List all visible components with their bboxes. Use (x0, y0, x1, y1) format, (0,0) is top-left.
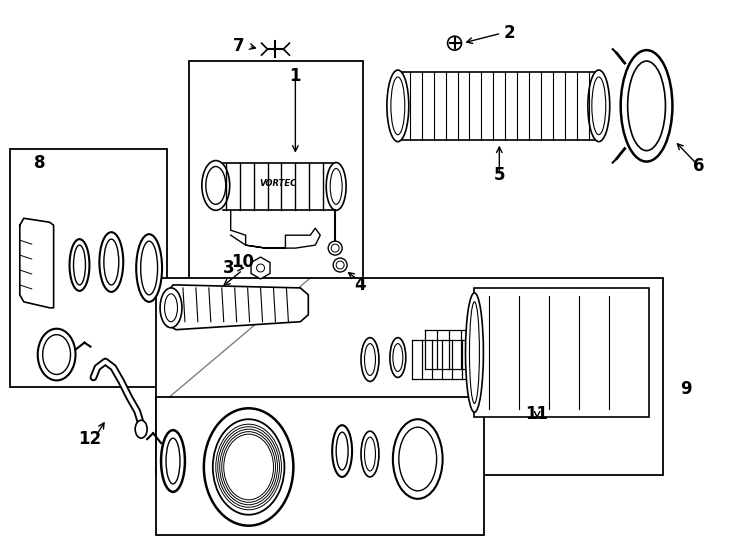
Ellipse shape (331, 244, 339, 252)
Ellipse shape (465, 293, 484, 412)
Ellipse shape (166, 438, 180, 484)
Ellipse shape (161, 430, 185, 492)
Ellipse shape (333, 258, 347, 272)
Ellipse shape (103, 239, 119, 285)
Ellipse shape (588, 70, 610, 141)
Ellipse shape (365, 437, 376, 471)
Text: 7: 7 (233, 37, 244, 55)
Text: 6: 6 (693, 157, 704, 174)
Ellipse shape (137, 234, 162, 302)
Ellipse shape (141, 241, 158, 295)
Text: 2: 2 (504, 24, 515, 42)
Ellipse shape (204, 408, 294, 525)
Text: 1: 1 (290, 67, 301, 85)
Ellipse shape (99, 232, 123, 292)
Polygon shape (166, 285, 308, 330)
Ellipse shape (448, 36, 462, 50)
Ellipse shape (257, 264, 264, 272)
Ellipse shape (393, 419, 443, 499)
Text: 11: 11 (526, 405, 548, 423)
Ellipse shape (470, 302, 479, 403)
Ellipse shape (336, 261, 344, 269)
Ellipse shape (73, 245, 85, 285)
Text: 12: 12 (78, 430, 101, 448)
Ellipse shape (361, 431, 379, 477)
Ellipse shape (399, 427, 437, 491)
Bar (189, 61, 363, 290)
Ellipse shape (160, 288, 182, 328)
Bar (156, 397, 484, 535)
Text: 10: 10 (231, 253, 254, 271)
Ellipse shape (387, 70, 409, 141)
Ellipse shape (393, 343, 403, 372)
Text: 5: 5 (493, 166, 505, 185)
Ellipse shape (43, 335, 70, 374)
Ellipse shape (391, 77, 405, 134)
Ellipse shape (37, 329, 76, 380)
Ellipse shape (328, 241, 342, 255)
Ellipse shape (333, 425, 352, 477)
Ellipse shape (326, 163, 346, 210)
Text: 3: 3 (223, 259, 235, 277)
Ellipse shape (365, 343, 376, 375)
Ellipse shape (336, 432, 348, 470)
Ellipse shape (164, 294, 178, 322)
Text: 4: 4 (355, 276, 366, 294)
Text: 9: 9 (680, 380, 692, 399)
Text: VORTEC: VORTEC (260, 179, 297, 188)
Ellipse shape (592, 77, 606, 134)
Ellipse shape (213, 419, 285, 515)
Ellipse shape (135, 420, 147, 438)
Ellipse shape (70, 239, 90, 291)
Bar (10, 148, 167, 387)
Bar (474, 288, 649, 417)
Ellipse shape (390, 338, 406, 377)
Ellipse shape (621, 50, 672, 161)
Ellipse shape (206, 166, 226, 204)
Ellipse shape (361, 338, 379, 381)
Ellipse shape (628, 61, 666, 151)
Ellipse shape (202, 160, 230, 210)
Ellipse shape (330, 168, 342, 204)
Bar (156, 278, 664, 475)
Text: 8: 8 (34, 153, 46, 172)
